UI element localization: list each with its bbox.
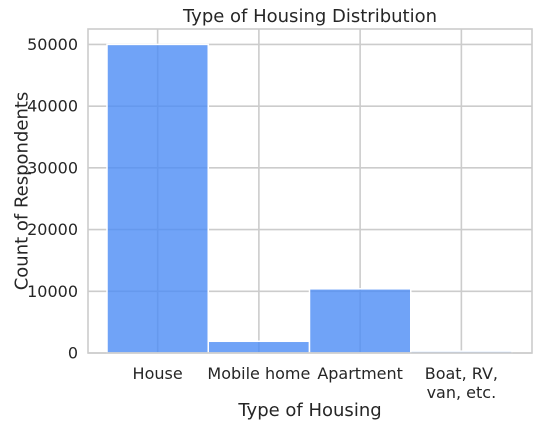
x-tick-labels: House Mobile home Apartment Boat, RV, van, e… <box>133 364 498 402</box>
y-tick-label: 10000 <box>27 282 78 301</box>
y-tick-label: 20000 <box>27 220 78 239</box>
y-tick-label: 0 <box>68 344 78 363</box>
y-tick-labels: 0 10000 20000 30000 40000 50000 <box>27 35 78 363</box>
chart-title: Type of Housing Distribution <box>182 6 437 27</box>
bar <box>207 340 311 354</box>
bars <box>106 43 513 354</box>
y-tick-label: 40000 <box>27 97 78 116</box>
x-axis-label: Type of Housing <box>237 400 381 421</box>
y-tick-label: 30000 <box>27 158 78 177</box>
plot-frame <box>87 28 533 354</box>
x-tick-label: Boat, RV, van, etc. <box>425 364 498 402</box>
x-tick-label: Mobile home <box>207 364 310 383</box>
y-tick-label: 50000 <box>27 35 78 54</box>
x-tick-label: House <box>133 364 183 383</box>
bar <box>106 43 209 354</box>
y-axis-label: Count of Respondents <box>12 92 33 291</box>
bar <box>308 288 412 354</box>
x-tick-label: Apartment <box>317 364 403 383</box>
